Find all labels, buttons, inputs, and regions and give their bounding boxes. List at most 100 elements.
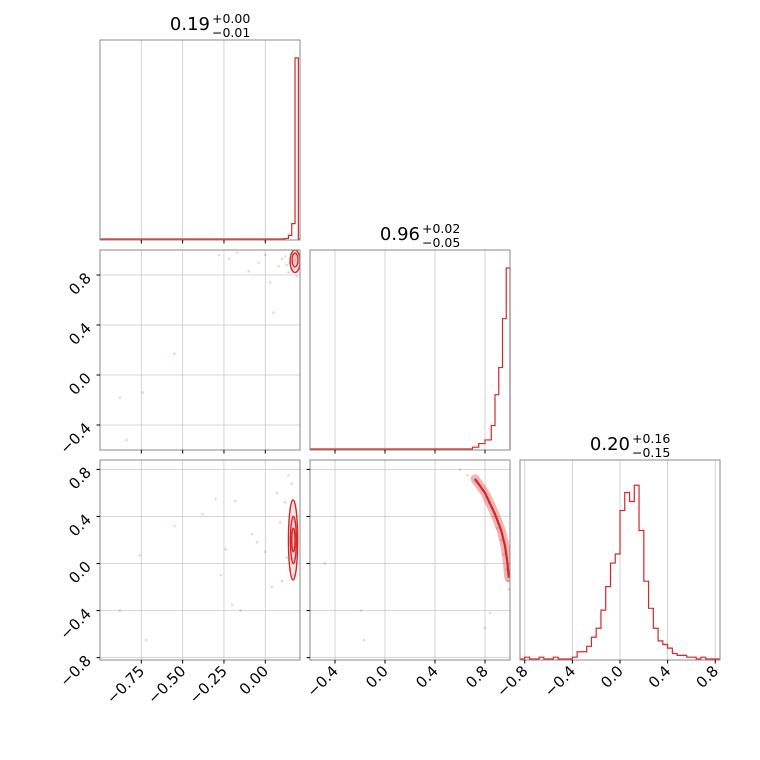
scatter-3-1-scatter-point (250, 532, 254, 536)
scatter-2-1-frame (99, 249, 301, 451)
scatter-3-1-xtick-label: −0.75 (103, 662, 148, 707)
hist-3-xtick-label: 0.8 (692, 662, 722, 692)
scatter-3-2-scatter-point (323, 562, 327, 565)
scatter-3-1-scatter-point (278, 521, 282, 524)
scatter-3-1-scatter-point (270, 585, 274, 589)
scatter-3-1-ytick-label: −0.8 (56, 652, 94, 690)
scatter-3-1-scatter-point (219, 573, 222, 577)
scatter-3-1-contour (287, 499, 299, 581)
hist-3-title: 0.20 +0.16−0.15 (590, 431, 670, 460)
scatter-3-1-ytick-label: 0.8 (65, 464, 95, 494)
hist-1-title-upper: +0.00 (212, 11, 250, 26)
scatter-3-1-contour (289, 515, 298, 565)
scatter-2-1-scatter-point (217, 253, 221, 257)
scatter-2-1-scatter-point (277, 264, 280, 268)
hist-2-title-value: 0.96 (380, 224, 420, 245)
scatter-2-1-scatter-point (263, 253, 267, 257)
scatter-3-1-scatter-point (224, 548, 227, 551)
scatter-3-2-scatter-point (362, 638, 366, 642)
scatter-3-1-xtick-label: 0.00 (236, 662, 272, 698)
scatter-2-1-panel: −0.4 0.0 0.4 0.8 (56, 249, 301, 458)
scatter-3-2-scatter-point (458, 468, 462, 471)
scatter-2-1-data-area (118, 250, 300, 442)
hist-3-xtick-label: −0.8 (493, 662, 531, 700)
scatter-2-1-scatter-point (125, 438, 128, 442)
scatter-3-2-scatter-point (492, 515, 496, 518)
scatter-3-2-scatter-point (506, 579, 509, 583)
scatter-3-1-scatter-point (138, 553, 141, 557)
scatter-3-2-scatter-point (496, 526, 499, 530)
scatter-2-1-ytick-label: 0.8 (65, 269, 95, 299)
scatter-3-1-contour (291, 527, 296, 553)
hist-1-panel: 0.19 +0.00−0.01 (99, 11, 301, 244)
scatter-3-1-scatter-point (275, 491, 279, 495)
scatter-3-2-frame (309, 459, 511, 661)
scatter-2-1-scatter-point (173, 352, 176, 356)
scatter-3-2-scatter-point (488, 611, 492, 615)
scatter-3-2-scatter-point (359, 609, 363, 612)
scatter-3-1-scatter-point (239, 609, 242, 612)
scatter-3-1-scatter-point (285, 556, 289, 559)
scatter-2-1-scatter-point (287, 271, 290, 274)
scatter-3-1-scatter-point (290, 482, 294, 485)
scatter-3-1-ytick-label: 0.0 (65, 558, 95, 588)
scatter-3-2-scatter-point (483, 626, 487, 630)
scatter-2-1-scatter-point (280, 257, 284, 261)
scatter-2-1-scatter-point (295, 274, 298, 278)
hist-2-title-upper: +0.02 (422, 221, 460, 236)
hist-1-histogram-line (100, 57, 300, 240)
scatter-3-1-scatter-point (118, 609, 122, 612)
scatter-2-1-scatter-point (235, 251, 239, 254)
scatter-2-1-ytick-label: 0.4 (65, 319, 95, 349)
scatter-3-2-scatter-point (502, 552, 506, 556)
hist-2-title-lower: −0.05 (422, 235, 460, 250)
hist-1-title: 0.19 +0.00−0.01 (170, 11, 250, 40)
scatter-3-1-scatter-point (292, 573, 295, 577)
scatter-3-2-xtick-label: 0.8 (462, 662, 492, 692)
hist-3-panel: −0.8 −0.4 0.0 0.4 0.8 0.20 +0.16−0.15 (493, 431, 722, 701)
scatter-3-1-xtick-label: −0.50 (144, 662, 189, 707)
scatter-3-2-contour-core (474, 478, 510, 578)
scatter-2-1-ytick-label: −0.4 (56, 419, 94, 457)
scatter-2-1-contour (291, 252, 299, 268)
hist-3-xtick-label: −0.4 (541, 662, 579, 700)
scatter-2-1-scatter-point (257, 261, 260, 264)
scatter-3-2-scatter-point (466, 473, 469, 477)
scatter-3-2-xtick-label: 0.4 (412, 662, 442, 692)
scatter-3-1-panel: −0.8 −0.4 0.0 0.4 0.8 −0.75−0.50−0.25 0.00 (56, 459, 301, 707)
scatter-2-1-scatter-point (247, 269, 251, 273)
scatter-2-1-scatter-point (283, 254, 287, 258)
scatter-3-1-data-area (118, 473, 299, 642)
hist-2-panel: 0.96 +0.02−0.05 (309, 221, 511, 454)
scatter-3-1-scatter-point (283, 501, 287, 504)
scatter-3-1-scatter-point (144, 638, 148, 642)
scatter-3-2-scatter-point (507, 588, 510, 591)
scatter-3-1-ytick-label: −0.4 (56, 605, 94, 643)
hist-3-title-value: 0.20 (590, 434, 630, 455)
scatter-2-1-ytick-label: 0.0 (65, 369, 95, 399)
hist-2-frame (309, 249, 511, 451)
scatter-3-1-frame (99, 459, 301, 661)
scatter-3-1-scatter-point (263, 550, 267, 554)
scatter-2-1-scatter-point (118, 396, 122, 399)
scatter-3-1-scatter-point (255, 541, 259, 544)
hist-3-histogram-line (520, 484, 720, 660)
scatter-3-1-xtick-label: −0.25 (186, 662, 231, 707)
hist-3-title-upper: +0.16 (632, 431, 670, 446)
scatter-3-2-xtick-label: 0.0 (362, 662, 392, 692)
scatter-3-2-data-area (323, 468, 510, 642)
scatter-3-1-scatter-point (173, 524, 176, 528)
hist-2-title: 0.96 +0.02−0.05 (380, 221, 460, 250)
scatter-3-1-scatter-point (287, 473, 290, 477)
scatter-3-1-scatter-point (280, 579, 284, 583)
hist-3-xtick-label: 0.0 (597, 662, 627, 692)
scatter-3-1-scatter-point (201, 512, 204, 516)
scatter-3-2-scatter-point (499, 538, 503, 542)
hist-3-title-lower: −0.15 (632, 445, 670, 460)
scatter-2-1-scatter-point (292, 267, 295, 271)
scatter-3-2-xtick-label: −0.4 (303, 662, 341, 700)
scatter-3-1-scatter-point (214, 497, 218, 501)
hist-3-xtick-label: 0.4 (645, 662, 675, 692)
hist-2-histogram-line (310, 267, 511, 450)
